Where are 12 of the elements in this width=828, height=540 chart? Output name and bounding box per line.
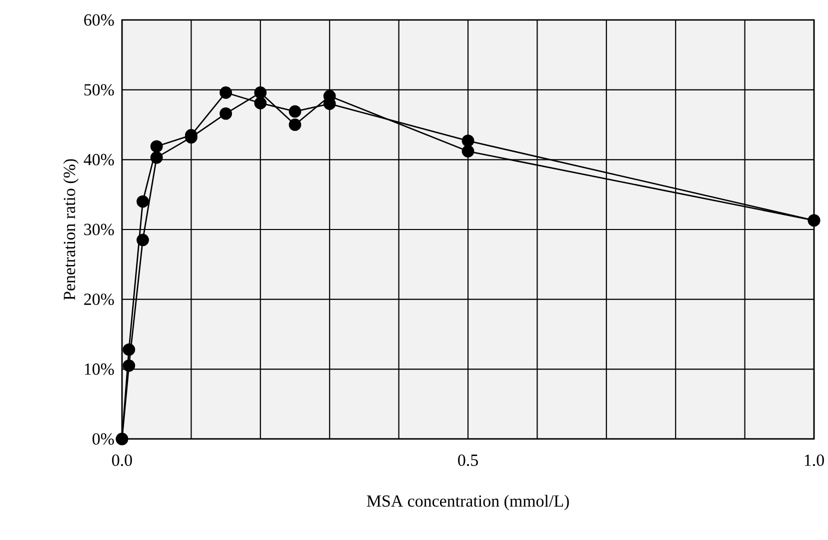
x-tick-label: 0.5 bbox=[458, 454, 478, 466]
y-tick-label: 50% bbox=[84, 84, 114, 96]
y-tick-label: 10% bbox=[84, 363, 114, 375]
y-tick-label: 30% bbox=[84, 224, 114, 236]
y-tick-label: 60% bbox=[84, 14, 114, 26]
y-tick-label: 20% bbox=[84, 294, 114, 306]
x-tick-label: 0.0 bbox=[112, 454, 132, 466]
x-axis-title: MSA concentration (mmol/L) bbox=[366, 494, 569, 510]
y-tick-label: 0% bbox=[92, 433, 114, 445]
x-tick-label: 1.0 bbox=[804, 454, 824, 466]
y-tick-label: 40% bbox=[84, 154, 114, 166]
y-axis-title: Penetration ratio (%) bbox=[63, 159, 79, 300]
